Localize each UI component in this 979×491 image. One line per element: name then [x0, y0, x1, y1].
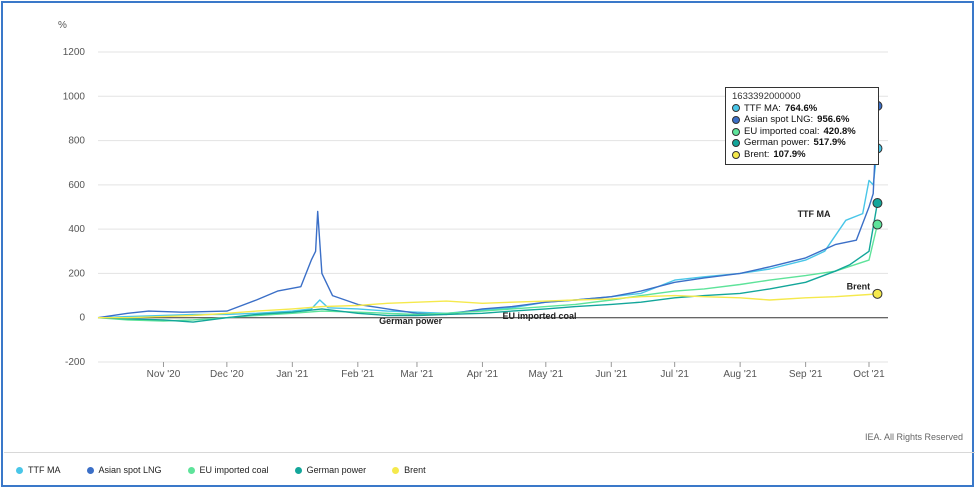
x-tick-label: Jan '21 — [276, 369, 308, 380]
tooltip-value: 764.6% — [784, 102, 818, 114]
inline-label: TTF MA — [798, 209, 831, 219]
grid-lines — [98, 51, 888, 363]
legend-dot — [294, 466, 302, 474]
tooltip-header: 1633392000000 — [732, 91, 801, 102]
x-tick-label: Apr '21 — [467, 369, 499, 380]
y-tick-label: 1000 — [63, 91, 86, 102]
series-line-german-power — [97, 202, 879, 323]
tooltip-row: EU imported coal: 420.8% — [732, 126, 872, 138]
legend-dot — [16, 466, 23, 474]
y-axis-ticks: -200 0 200 400 600 800 1000 1200 — [63, 47, 86, 368]
tooltip-series-name: EU imported coal: — [744, 125, 820, 137]
x-tick-label: May '21 — [528, 369, 563, 380]
inline-label: Brent — [847, 281, 871, 291]
hover-tooltip: 1633392000000 TTF MA: 764.6% Asian spot LN… — [725, 87, 879, 165]
x-tick-label: Sep '21 — [789, 369, 823, 380]
tooltip-rows: TTF MA: 764.6% Asian spot LNG: 956.6% EU imp… — [732, 103, 872, 161]
legend-dot — [392, 466, 400, 474]
legend-item[interactable]: Brent — [392, 465, 426, 475]
x-tick-label: Nov '20 — [147, 369, 181, 380]
inline-label: German power — [379, 316, 443, 326]
chart-legend: TTF MA Asian spot LNG EU imported coal Germ… — [16, 465, 426, 475]
tooltip-row: TTF MA: 764.6% — [732, 103, 872, 115]
legend-dot — [86, 466, 94, 474]
y-axis-unit: % — [58, 20, 67, 31]
legend-label: German power — [306, 465, 367, 475]
series-lines — [97, 105, 879, 323]
tooltip-dot — [732, 104, 740, 113]
tooltip-dot — [732, 127, 740, 136]
y-tick-label: 1200 — [63, 47, 86, 58]
marker-eu-imported-coal — [872, 219, 883, 230]
y-tick-label: 400 — [68, 224, 85, 235]
y-tick-label: -200 — [65, 357, 85, 368]
tooltip-series-name: German power: — [744, 137, 810, 149]
legend-item[interactable]: Asian spot LNG — [86, 465, 162, 475]
tooltip-value: 517.9% — [813, 137, 846, 149]
legend-item[interactable]: TTF MA — [16, 465, 61, 475]
legend-divider — [4, 452, 975, 453]
y-tick-label: 0 — [79, 313, 85, 324]
copyright-text: IEA. All Rights Reserved — [864, 432, 963, 442]
x-tick-label: Dec '20 — [210, 369, 244, 380]
tooltip-series-name: TTF MA: — [744, 102, 781, 114]
tooltip-series-name: Brent: — [744, 148, 770, 160]
x-tick-label: Jun '21 — [595, 369, 627, 380]
y-tick-label: 800 — [68, 136, 85, 147]
legend-label: TTF MA — [28, 465, 61, 475]
tooltip-series-name: Asian spot LNG: — [744, 114, 814, 126]
tooltip-value: 420.8% — [823, 125, 856, 137]
tooltip-dot — [732, 150, 740, 159]
x-tick-label: Feb '21 — [341, 369, 374, 380]
marker-brent — [872, 288, 883, 299]
x-tick-label: Jul '21 — [660, 369, 689, 380]
tooltip-value: 956.6% — [817, 114, 850, 126]
y-tick-label: 200 — [68, 268, 85, 279]
legend-item[interactable]: German power — [294, 465, 367, 475]
series-line-ttf-ma — [97, 148, 879, 319]
legend-label: EU imported coal — [199, 465, 269, 475]
marker-german-power — [872, 198, 883, 209]
tooltip-row: Asian spot LNG: 956.6% — [732, 114, 872, 126]
x-tick-label: Oct '21 — [853, 369, 885, 380]
tooltip-dot — [732, 139, 740, 148]
x-tick-label: Aug '21 — [723, 369, 757, 380]
legend-item[interactable]: EU imported coal — [187, 465, 269, 475]
legend-label: Brent — [404, 465, 426, 475]
tooltip-dot — [732, 115, 740, 124]
series-line-eu-imported-coal — [97, 224, 879, 322]
legend-dot — [187, 466, 195, 474]
legend-label: Asian spot LNG — [98, 465, 162, 475]
series-line-brent — [98, 293, 878, 319]
tooltip-value: 107.9% — [773, 148, 806, 160]
tooltip-row: Brent: 107.9% — [732, 149, 872, 161]
x-tick-label: Mar '21 — [400, 369, 433, 380]
tooltip-row: German power: 517.9% — [732, 137, 872, 149]
inline-label: EU imported coal — [502, 311, 576, 321]
x-axis-ticks: Nov '20 Dec '20 Jan '21 Feb '21 Mar '21 Apr '… — [147, 362, 885, 380]
y-tick-label: 600 — [68, 180, 85, 191]
